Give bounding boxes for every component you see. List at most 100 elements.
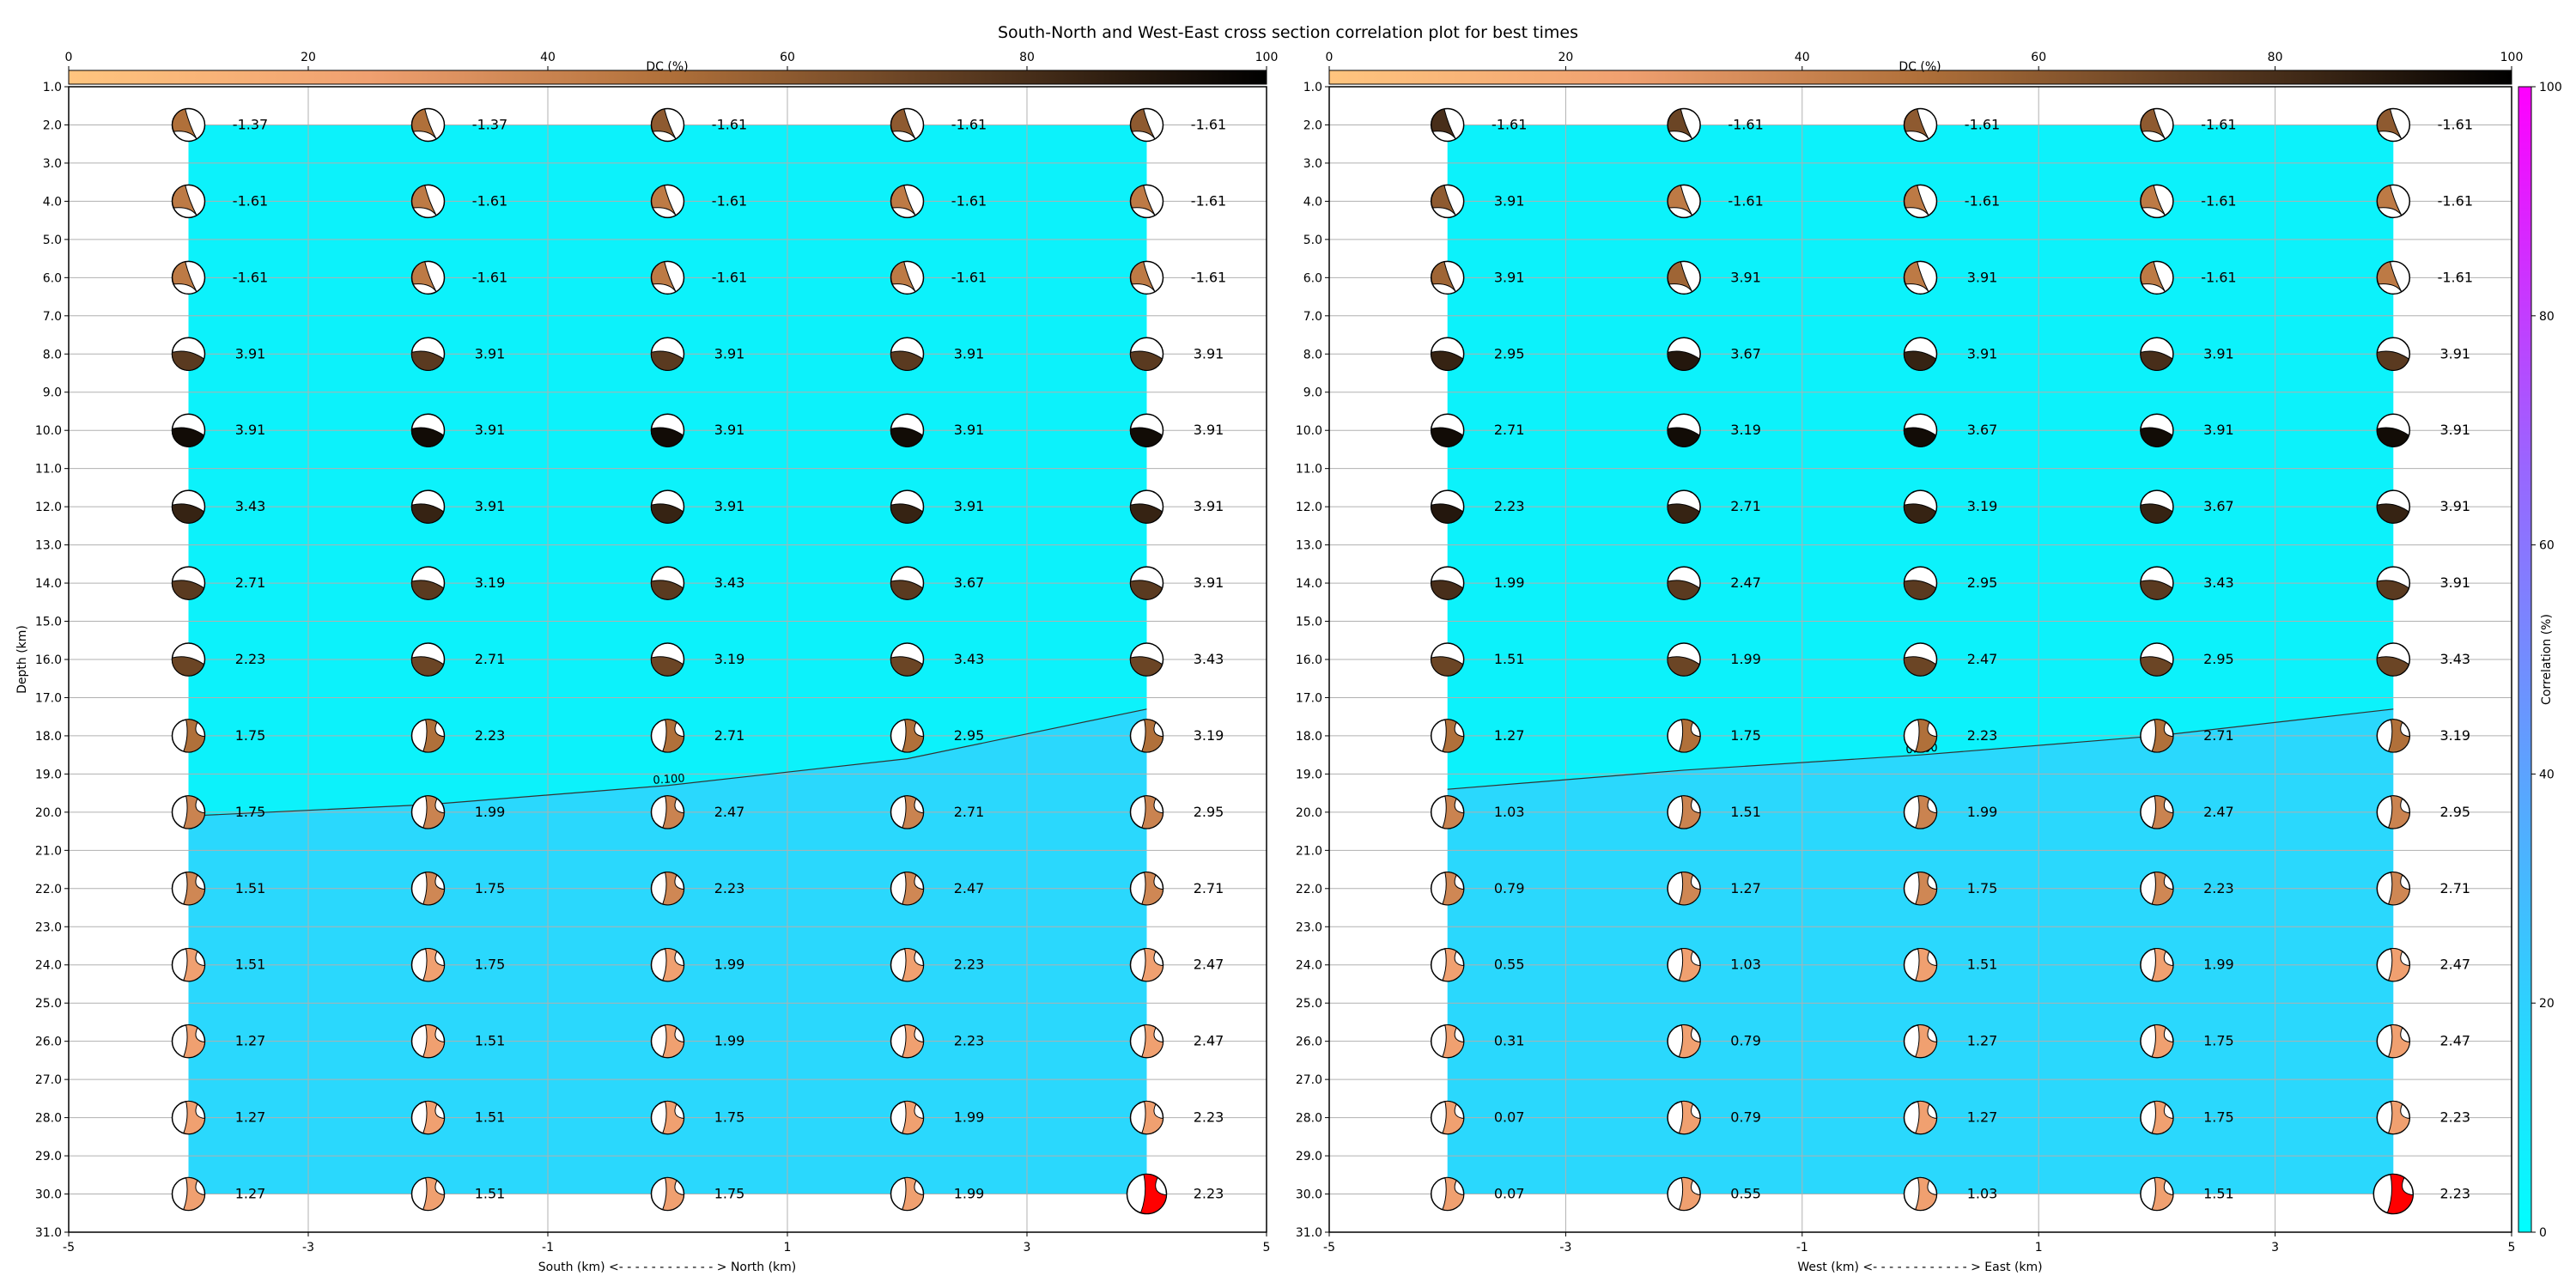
y-tick-label: 24.0 xyxy=(1296,959,1322,973)
dc-tick-label: 80 xyxy=(1019,51,1035,64)
focal-mechanism xyxy=(171,947,206,982)
focal-mechanism xyxy=(2376,947,2411,982)
beachball-quadrant xyxy=(2151,719,2174,753)
focal-mechanism xyxy=(1129,1024,1164,1059)
beachball-quadrant xyxy=(2140,580,2173,600)
beachball-quadrant xyxy=(890,656,924,677)
correlation-value-label: 2.71 xyxy=(1494,422,1525,438)
focal-mechanism xyxy=(1430,795,1465,829)
beachball-quadrant xyxy=(2387,948,2410,982)
beachball-quadrant xyxy=(1431,427,1464,447)
south-north-panel: 0 20 40 60 80 100 DC (%) 0.100 1.0 2.0 3.0 4.0 5.0… xyxy=(15,51,1278,1274)
beachball-quadrant xyxy=(2151,1100,2174,1135)
focal-mechanism xyxy=(1903,947,1938,982)
correlation-value-label: 3.91 xyxy=(475,345,506,361)
focal-mechanism xyxy=(2140,413,2174,447)
focal-mechanism xyxy=(650,413,685,447)
y-tick-label: 19.0 xyxy=(1296,768,1322,781)
correlation-value-label: 2.71 xyxy=(1194,880,1224,896)
dc-colorbar-right-ticks: 0 20 40 60 80 100 xyxy=(1326,51,2523,70)
beachball-quadrant xyxy=(1904,261,1929,292)
correlation-value-label: 2.23 xyxy=(714,880,745,896)
correlation-value-label: 3.19 xyxy=(1730,422,1761,438)
focal-mechanism xyxy=(2376,566,2411,600)
focal-mechanism xyxy=(1430,184,1465,219)
correlation-value-label: 3.91 xyxy=(2439,574,2470,591)
beachball-quadrant xyxy=(1678,795,1701,829)
beachball-quadrant xyxy=(662,1024,685,1059)
contour-line xyxy=(1447,708,2394,790)
focal-mechanism xyxy=(410,872,446,906)
correlation-value-label: 2.95 xyxy=(2439,804,2470,820)
beachball-quadrant xyxy=(1431,108,1456,140)
focal-mechanism xyxy=(171,413,206,447)
correlation-region-upper xyxy=(188,125,1147,817)
focal-mechanism xyxy=(1667,107,1701,143)
focal-mechanism xyxy=(650,947,685,982)
focal-mechanism xyxy=(410,795,446,829)
dc-tick-label: 20 xyxy=(301,51,316,64)
beachball-quadrant xyxy=(183,1100,206,1135)
dc-tick-label: 40 xyxy=(1795,51,1810,64)
beachball-quadrant xyxy=(1667,185,1693,216)
correlation-value-label: 2.95 xyxy=(954,727,985,744)
focal-mechanism xyxy=(890,260,925,295)
focal-mechanism xyxy=(171,489,206,524)
correlation-colorbar: 0 20 40 60 80 100 Correlation (%) xyxy=(2518,81,2562,1240)
y-tick-label: 1.0 xyxy=(43,81,62,94)
focal-mechanism xyxy=(2376,184,2411,219)
correlation-value-label: 1.03 xyxy=(1730,957,1761,973)
beachball-quadrant xyxy=(1678,948,1701,982)
correlation-tick-label: 0 xyxy=(2539,1226,2547,1240)
focal-mechanism xyxy=(1129,489,1164,524)
correlation-value-label: -1.61 xyxy=(1728,116,1763,132)
y-tick-label: 6.0 xyxy=(1303,271,1322,285)
beachball-quadrant xyxy=(410,580,445,600)
focal-mechanism xyxy=(1129,107,1164,143)
beachball-quadrant xyxy=(890,261,916,292)
dc-tick-label: 20 xyxy=(1558,51,1573,64)
beachball-quadrant xyxy=(183,795,206,829)
focal-mechanism xyxy=(2376,1100,2411,1135)
beachball-quadrant xyxy=(171,350,205,371)
y-tick-label: 11.0 xyxy=(35,463,62,477)
x-tick-label: -3 xyxy=(302,1241,314,1255)
beachball-quadrant xyxy=(411,185,437,216)
correlation-colorbar-ticks: 0 20 40 60 80 100 xyxy=(2531,81,2562,1240)
beachball-quadrant xyxy=(1442,1176,1465,1211)
beachball-quadrant xyxy=(1667,580,1700,600)
correlation-value-label: 3.67 xyxy=(954,574,985,591)
beachball-quadrant xyxy=(1431,656,1464,677)
correlation-value-label: 2.23 xyxy=(475,727,506,744)
beachball-quadrant xyxy=(172,185,197,216)
y-tick-label: 23.0 xyxy=(1296,920,1322,934)
focal-mechanism xyxy=(2140,1024,2174,1059)
correlation-value-label: 1.75 xyxy=(1967,880,1998,896)
dc-colorbar-left-label: DC (%) xyxy=(646,60,688,74)
correlation-value-label: 3.91 xyxy=(1194,574,1224,591)
beachball-quadrant xyxy=(1678,1100,1701,1135)
beachball-quadrant xyxy=(2387,795,2410,829)
south-north-xlabel: South (km) <- - - - - - - - - - - - > No… xyxy=(538,1261,796,1274)
beachball-quadrant xyxy=(1442,1100,1465,1135)
beachball-quadrant xyxy=(2151,948,2174,982)
beachball-quadrant xyxy=(2377,185,2403,216)
correlation-value-label: 1.51 xyxy=(1730,804,1761,820)
correlation-value-label: 3.91 xyxy=(2439,345,2470,361)
focal-mechanism xyxy=(650,1176,685,1212)
focal-mechanism xyxy=(1903,337,1938,372)
correlation-value-label: 1.27 xyxy=(235,1186,266,1202)
correlation-value-label: 1.99 xyxy=(954,1186,985,1202)
beachball-quadrant xyxy=(902,795,925,829)
correlation-tick-label: 100 xyxy=(2539,81,2562,94)
focal-mechanism xyxy=(2376,795,2411,829)
focal-mechanism xyxy=(1129,184,1164,219)
focal-mechanism xyxy=(2376,337,2411,372)
beachball-quadrant xyxy=(650,503,684,524)
correlation-value-label: 1.99 xyxy=(714,1033,745,1049)
focal-mechanism xyxy=(410,413,446,447)
correlation-value-label: 1.27 xyxy=(1967,1033,1998,1049)
focal-mechanism xyxy=(1430,107,1465,143)
x-tick-label: -5 xyxy=(63,1241,75,1255)
beachball-quadrant xyxy=(2387,1024,2410,1059)
